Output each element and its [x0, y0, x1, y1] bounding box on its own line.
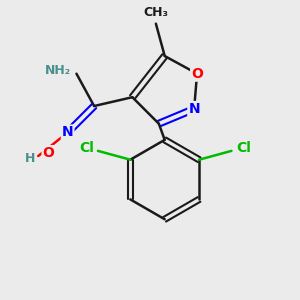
Text: N: N: [188, 102, 200, 116]
Text: O: O: [43, 146, 55, 160]
Text: NH₂: NH₂: [44, 64, 70, 77]
Text: O: O: [191, 67, 203, 81]
Text: CH₃: CH₃: [143, 6, 168, 19]
Text: Cl: Cl: [236, 141, 251, 155]
Text: N: N: [62, 125, 74, 140]
Text: Cl: Cl: [79, 141, 94, 155]
Text: H: H: [25, 152, 35, 166]
